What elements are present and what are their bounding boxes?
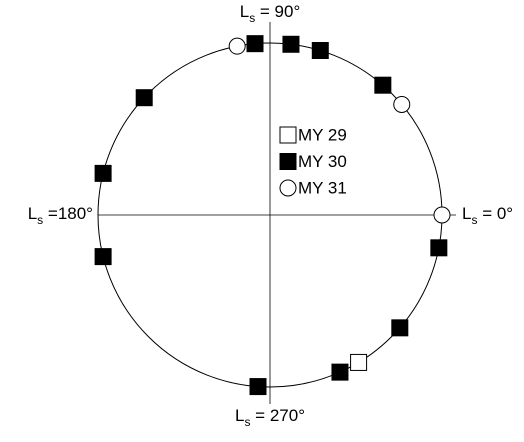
marker [246, 35, 264, 53]
label-prefix: L [462, 204, 471, 223]
label-suffix: = 90° [255, 2, 300, 21]
marker [391, 319, 409, 337]
angle-label: Ls =180° [28, 204, 93, 227]
marker [135, 89, 153, 107]
marker [430, 239, 448, 257]
label-prefix: L [235, 406, 244, 425]
marker [228, 37, 246, 55]
legend-marker [279, 153, 297, 170]
label-subscript: s [249, 11, 255, 25]
label-suffix: =180° [43, 204, 93, 223]
marker [350, 353, 368, 371]
marker [331, 363, 349, 381]
angle-label: Ls = 270° [235, 406, 305, 429]
marker [94, 164, 112, 182]
label-prefix: L [240, 2, 249, 21]
marker [374, 76, 392, 94]
marker [94, 248, 112, 266]
legend-label: MY 30 [298, 152, 347, 171]
legend-label: MY 29 [298, 125, 347, 144]
marker [311, 42, 329, 60]
angle-label: Ls = 0° [462, 204, 513, 227]
marker [433, 206, 451, 224]
marker [249, 378, 267, 396]
label-suffix: = 270° [250, 406, 305, 425]
legend-label: MY 31 [298, 178, 347, 197]
label-subscript: s [37, 213, 43, 227]
angle-label: Ls = 90° [240, 2, 301, 25]
legend-marker [279, 179, 297, 197]
label-subscript: s [244, 415, 250, 429]
label-suffix: = 0° [477, 204, 513, 223]
label-subscript: s [471, 213, 477, 227]
label-prefix: L [28, 204, 37, 223]
legend-marker [279, 126, 297, 144]
marker [282, 35, 300, 53]
marker [393, 95, 411, 113]
